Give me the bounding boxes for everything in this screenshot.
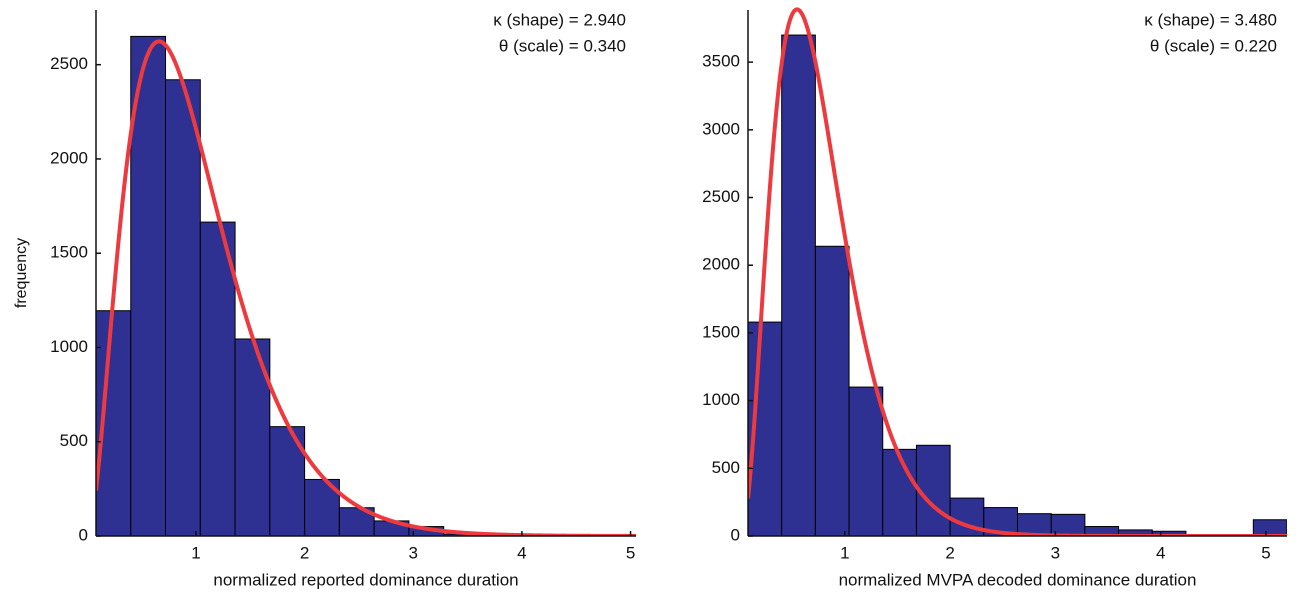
- x-axis-label: normalized MVPA decoded dominance durati…: [839, 570, 1197, 589]
- bar: [165, 79, 201, 536]
- y-tick-label: 0: [731, 525, 740, 544]
- bar: [1050, 513, 1086, 536]
- fit-curve: [748, 7, 1287, 536]
- x-tick-label: 3: [409, 543, 418, 562]
- y-tick-label: 3500: [702, 52, 740, 71]
- y-tick-label: 1500: [50, 243, 88, 262]
- bar: [130, 35, 167, 536]
- x-tick-label: 5: [626, 543, 635, 562]
- y-tick-label: 0: [79, 525, 88, 544]
- panel: 0 500 1000 1500 2000 2500 1 2 3 4 5 normalized repo…: [13, 10, 636, 589]
- y-tick-label: 1500: [702, 322, 740, 341]
- y-tick-label: 2500: [702, 187, 740, 206]
- y-tick-label: 2000: [702, 255, 740, 274]
- x-tick-label: 2: [945, 543, 954, 562]
- fit-scale-label: θ (scale) = 0.340: [499, 36, 626, 55]
- x-tick-label: 3: [1051, 543, 1060, 562]
- y-tick-label: 500: [60, 431, 88, 450]
- y-tick-label: 1000: [50, 337, 88, 356]
- fit-shape-label: κ (shape) = 2.940: [493, 10, 626, 29]
- x-tick-label: 1: [191, 543, 200, 562]
- x-axis-label: normalized reported dominance duration: [213, 570, 518, 589]
- bar: [915, 444, 951, 536]
- bar: [814, 245, 850, 536]
- panel: 0 500 1000 1500 2000 2500 3000 3500 1 2 3 4 5 normali…: [702, 7, 1287, 589]
- y-tick-label: 500: [712, 458, 740, 477]
- y-tick-label: 3000: [702, 119, 740, 138]
- bar: [848, 386, 884, 536]
- y-axis-label: frequency: [13, 238, 30, 308]
- x-tick-label: 5: [1261, 543, 1270, 562]
- bar: [199, 221, 236, 536]
- bars: [96, 35, 619, 536]
- bars: [748, 34, 1287, 536]
- y-tick-label: 2500: [50, 54, 88, 73]
- bar: [882, 448, 917, 536]
- x-tick-label: 2: [300, 543, 309, 562]
- y-tick-label: 2000: [50, 148, 88, 167]
- bar: [781, 34, 816, 536]
- x-tick-label: 1: [840, 543, 849, 562]
- bar: [1252, 519, 1287, 536]
- fit-shape-label: κ (shape) = 3.480: [1144, 10, 1277, 29]
- bar: [1151, 530, 1187, 536]
- y-tick-label: 1000: [702, 390, 740, 409]
- fit-scale-label: θ (scale) = 0.220: [1150, 36, 1277, 55]
- x-tick-label: 4: [517, 543, 526, 562]
- x-tick-label: 4: [1156, 543, 1165, 562]
